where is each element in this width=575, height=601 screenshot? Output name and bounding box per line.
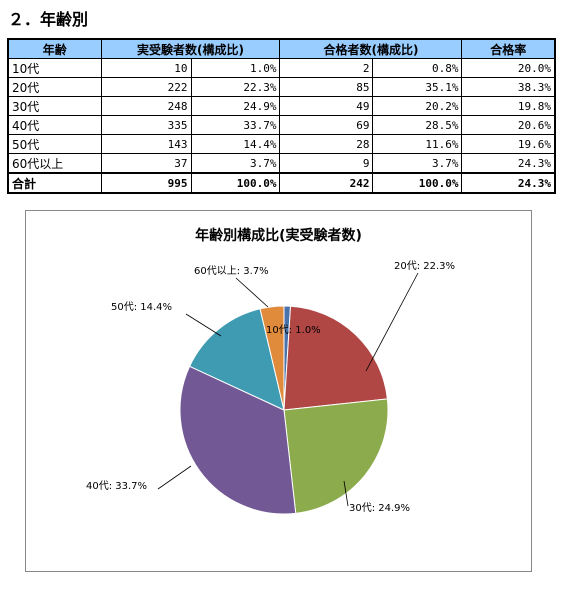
row-passers-pct: 3.7% bbox=[372, 153, 463, 174]
pie-slice-4 bbox=[179, 365, 297, 515]
header-examinees: 実受験者数(構成比) bbox=[100, 38, 281, 59]
row-examinees-pct: 33.7% bbox=[190, 115, 281, 135]
header-pass-rate: 合格率 bbox=[461, 38, 556, 59]
row-age: 30代 bbox=[7, 96, 102, 116]
row-passers: 2 bbox=[279, 58, 374, 78]
pie-chart-area: 年齢別構成比(実受験者数) 10代: 1.0% 20代: 22.3% 30代: 24… bbox=[25, 210, 532, 572]
data-label-4: 40代: 33.7% bbox=[86, 480, 147, 492]
table-total-row: 合計 995 100.0% 242 100.0% 24.3% bbox=[7, 172, 556, 194]
row-passers: 69 bbox=[279, 115, 374, 135]
table-row: 60代以上 37 3.7% 9 3.7% 24.3% bbox=[7, 153, 556, 174]
table-row: 30代 248 24.9% 49 20.2% 19.8% bbox=[7, 96, 556, 116]
row-examinees-pct: 24.9% bbox=[190, 96, 281, 116]
total-label: 合計 bbox=[7, 172, 102, 194]
pie-slice-2 bbox=[283, 305, 388, 411]
pie-slice-3 bbox=[283, 398, 389, 514]
total-passers: 242 bbox=[279, 172, 374, 194]
total-pass-rate: 24.3% bbox=[461, 172, 556, 194]
data-label-3: 30代: 24.9% bbox=[349, 502, 410, 514]
row-pass-rate: 38.3% bbox=[461, 77, 556, 97]
header-age: 年齢 bbox=[7, 38, 102, 59]
data-label-2: 20代: 22.3% bbox=[394, 260, 455, 272]
row-examinees: 335 bbox=[100, 115, 192, 135]
row-examinees: 248 bbox=[100, 96, 192, 116]
total-passers-pct: 100.0% bbox=[372, 172, 463, 194]
row-pass-rate: 20.0% bbox=[461, 58, 556, 78]
header-passers: 合格者数(構成比) bbox=[279, 38, 463, 59]
row-age: 10代 bbox=[7, 58, 102, 78]
data-label-1: 10代: 1.0% bbox=[266, 324, 321, 336]
table-row: 50代 143 14.4% 28 11.6% 19.6% bbox=[7, 134, 556, 154]
row-examinees-pct: 22.3% bbox=[190, 77, 281, 97]
row-passers-pct: 35.1% bbox=[372, 77, 463, 97]
table-row: 20代 222 22.3% 85 35.1% 38.3% bbox=[7, 77, 556, 97]
row-examinees-pct: 1.0% bbox=[190, 58, 281, 78]
row-examinees-pct: 3.7% bbox=[190, 153, 281, 174]
section-title: ２．年齢別 bbox=[8, 10, 89, 29]
row-age: 60代以上 bbox=[7, 153, 102, 174]
row-pass-rate: 19.6% bbox=[461, 134, 556, 154]
row-age: 40代 bbox=[7, 115, 102, 135]
row-passers-pct: 28.5% bbox=[372, 115, 463, 135]
table-body: 10代 10 1.0% 2 0.8% 20.0% 20代 222 22.3% 8… bbox=[7, 58, 556, 194]
row-examinees-pct: 14.4% bbox=[190, 134, 281, 154]
data-label-5: 50代: 14.4% bbox=[111, 301, 172, 313]
data-label-6: 60代以上: 3.7% bbox=[194, 265, 269, 277]
row-pass-rate: 24.3% bbox=[461, 153, 556, 174]
leader-line-5 bbox=[185, 313, 222, 337]
total-examinees: 995 bbox=[100, 172, 192, 194]
row-examinees: 37 bbox=[100, 153, 192, 174]
table-row: 40代 335 33.7% 69 28.5% 20.6% bbox=[7, 115, 556, 135]
row-pass-rate: 20.6% bbox=[461, 115, 556, 135]
leader-line-3 bbox=[343, 480, 349, 507]
pie-slice-5 bbox=[188, 308, 285, 411]
row-examinees: 10 bbox=[100, 58, 192, 78]
row-passers: 9 bbox=[279, 153, 374, 174]
row-age: 20代 bbox=[7, 77, 102, 97]
age-stats-table: 年齢 実受験者数(構成比) 合格者数(構成比) 合格率 10代 10 1.0% … bbox=[7, 38, 556, 194]
row-examinees: 143 bbox=[100, 134, 192, 154]
row-passers-pct: 0.8% bbox=[372, 58, 463, 78]
table-header-row: 年齢 実受験者数(構成比) 合格者数(構成比) 合格率 bbox=[7, 38, 556, 59]
row-passers: 28 bbox=[279, 134, 374, 154]
leader-line-4 bbox=[157, 465, 192, 490]
row-passers-pct: 20.2% bbox=[372, 96, 463, 116]
row-pass-rate: 19.8% bbox=[461, 96, 556, 116]
leader-line-6 bbox=[235, 277, 269, 308]
row-passers-pct: 11.6% bbox=[372, 134, 463, 154]
pie-chart: 10代: 1.0% 20代: 22.3% 30代: 24.9% 40代: 33.7% 5… bbox=[86, 260, 455, 515]
chart-title: 年齢別構成比(実受験者数) bbox=[195, 228, 362, 244]
row-passers: 49 bbox=[279, 96, 374, 116]
pie-slice-6 bbox=[259, 305, 285, 411]
row-age: 50代 bbox=[7, 134, 102, 154]
total-examinees-pct: 100.0% bbox=[190, 172, 281, 194]
leader-line-2 bbox=[365, 272, 419, 372]
row-examinees: 222 bbox=[100, 77, 192, 97]
row-passers: 85 bbox=[279, 77, 374, 97]
table-row: 10代 10 1.0% 2 0.8% 20.0% bbox=[7, 58, 556, 78]
